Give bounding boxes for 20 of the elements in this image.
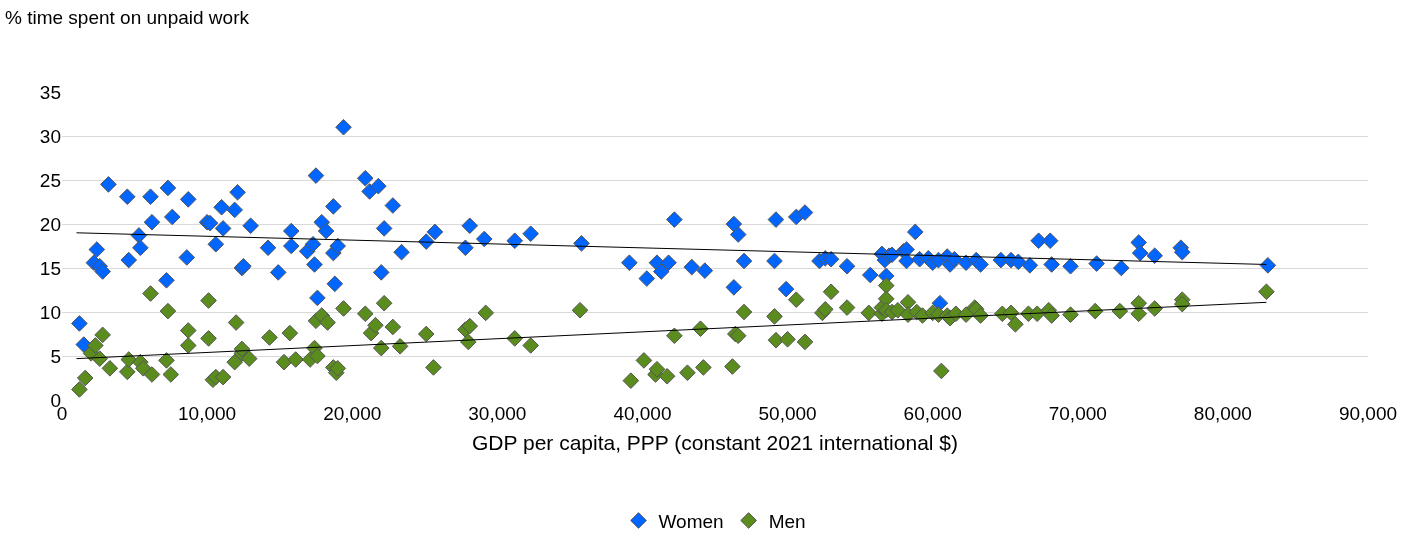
- y-axis-title: % time spent on unpaid work: [5, 7, 250, 28]
- x-tick-label: 40,000: [613, 403, 672, 424]
- x-axis-title: GDP per capita, PPP (constant 2021 international $): [471, 431, 959, 455]
- legend-label: Women: [658, 510, 724, 532]
- x-tick-label: 50,000: [758, 403, 817, 424]
- x-tick-label: 10,000: [178, 403, 237, 424]
- x-tick-label: 20,000: [323, 403, 382, 424]
- y-tick-label: 35: [39, 81, 61, 103]
- x-tick-label: 60,000: [903, 403, 962, 424]
- x-tick-label: 30,000: [468, 403, 527, 424]
- y-tick-label: 10: [39, 301, 61, 323]
- y-tick-label: 20: [39, 213, 61, 235]
- x-tick-label: 80,000: [1193, 403, 1252, 424]
- y-tick-label: 15: [39, 257, 61, 279]
- y-tick-label: 30: [39, 125, 61, 147]
- x-tick-label: 70,000: [1048, 403, 1107, 424]
- y-tick-label: 5: [50, 345, 61, 367]
- legend-label: Men: [768, 510, 806, 532]
- y-tick-label: 25: [39, 169, 61, 191]
- x-tick-label: 90,000: [1338, 403, 1398, 424]
